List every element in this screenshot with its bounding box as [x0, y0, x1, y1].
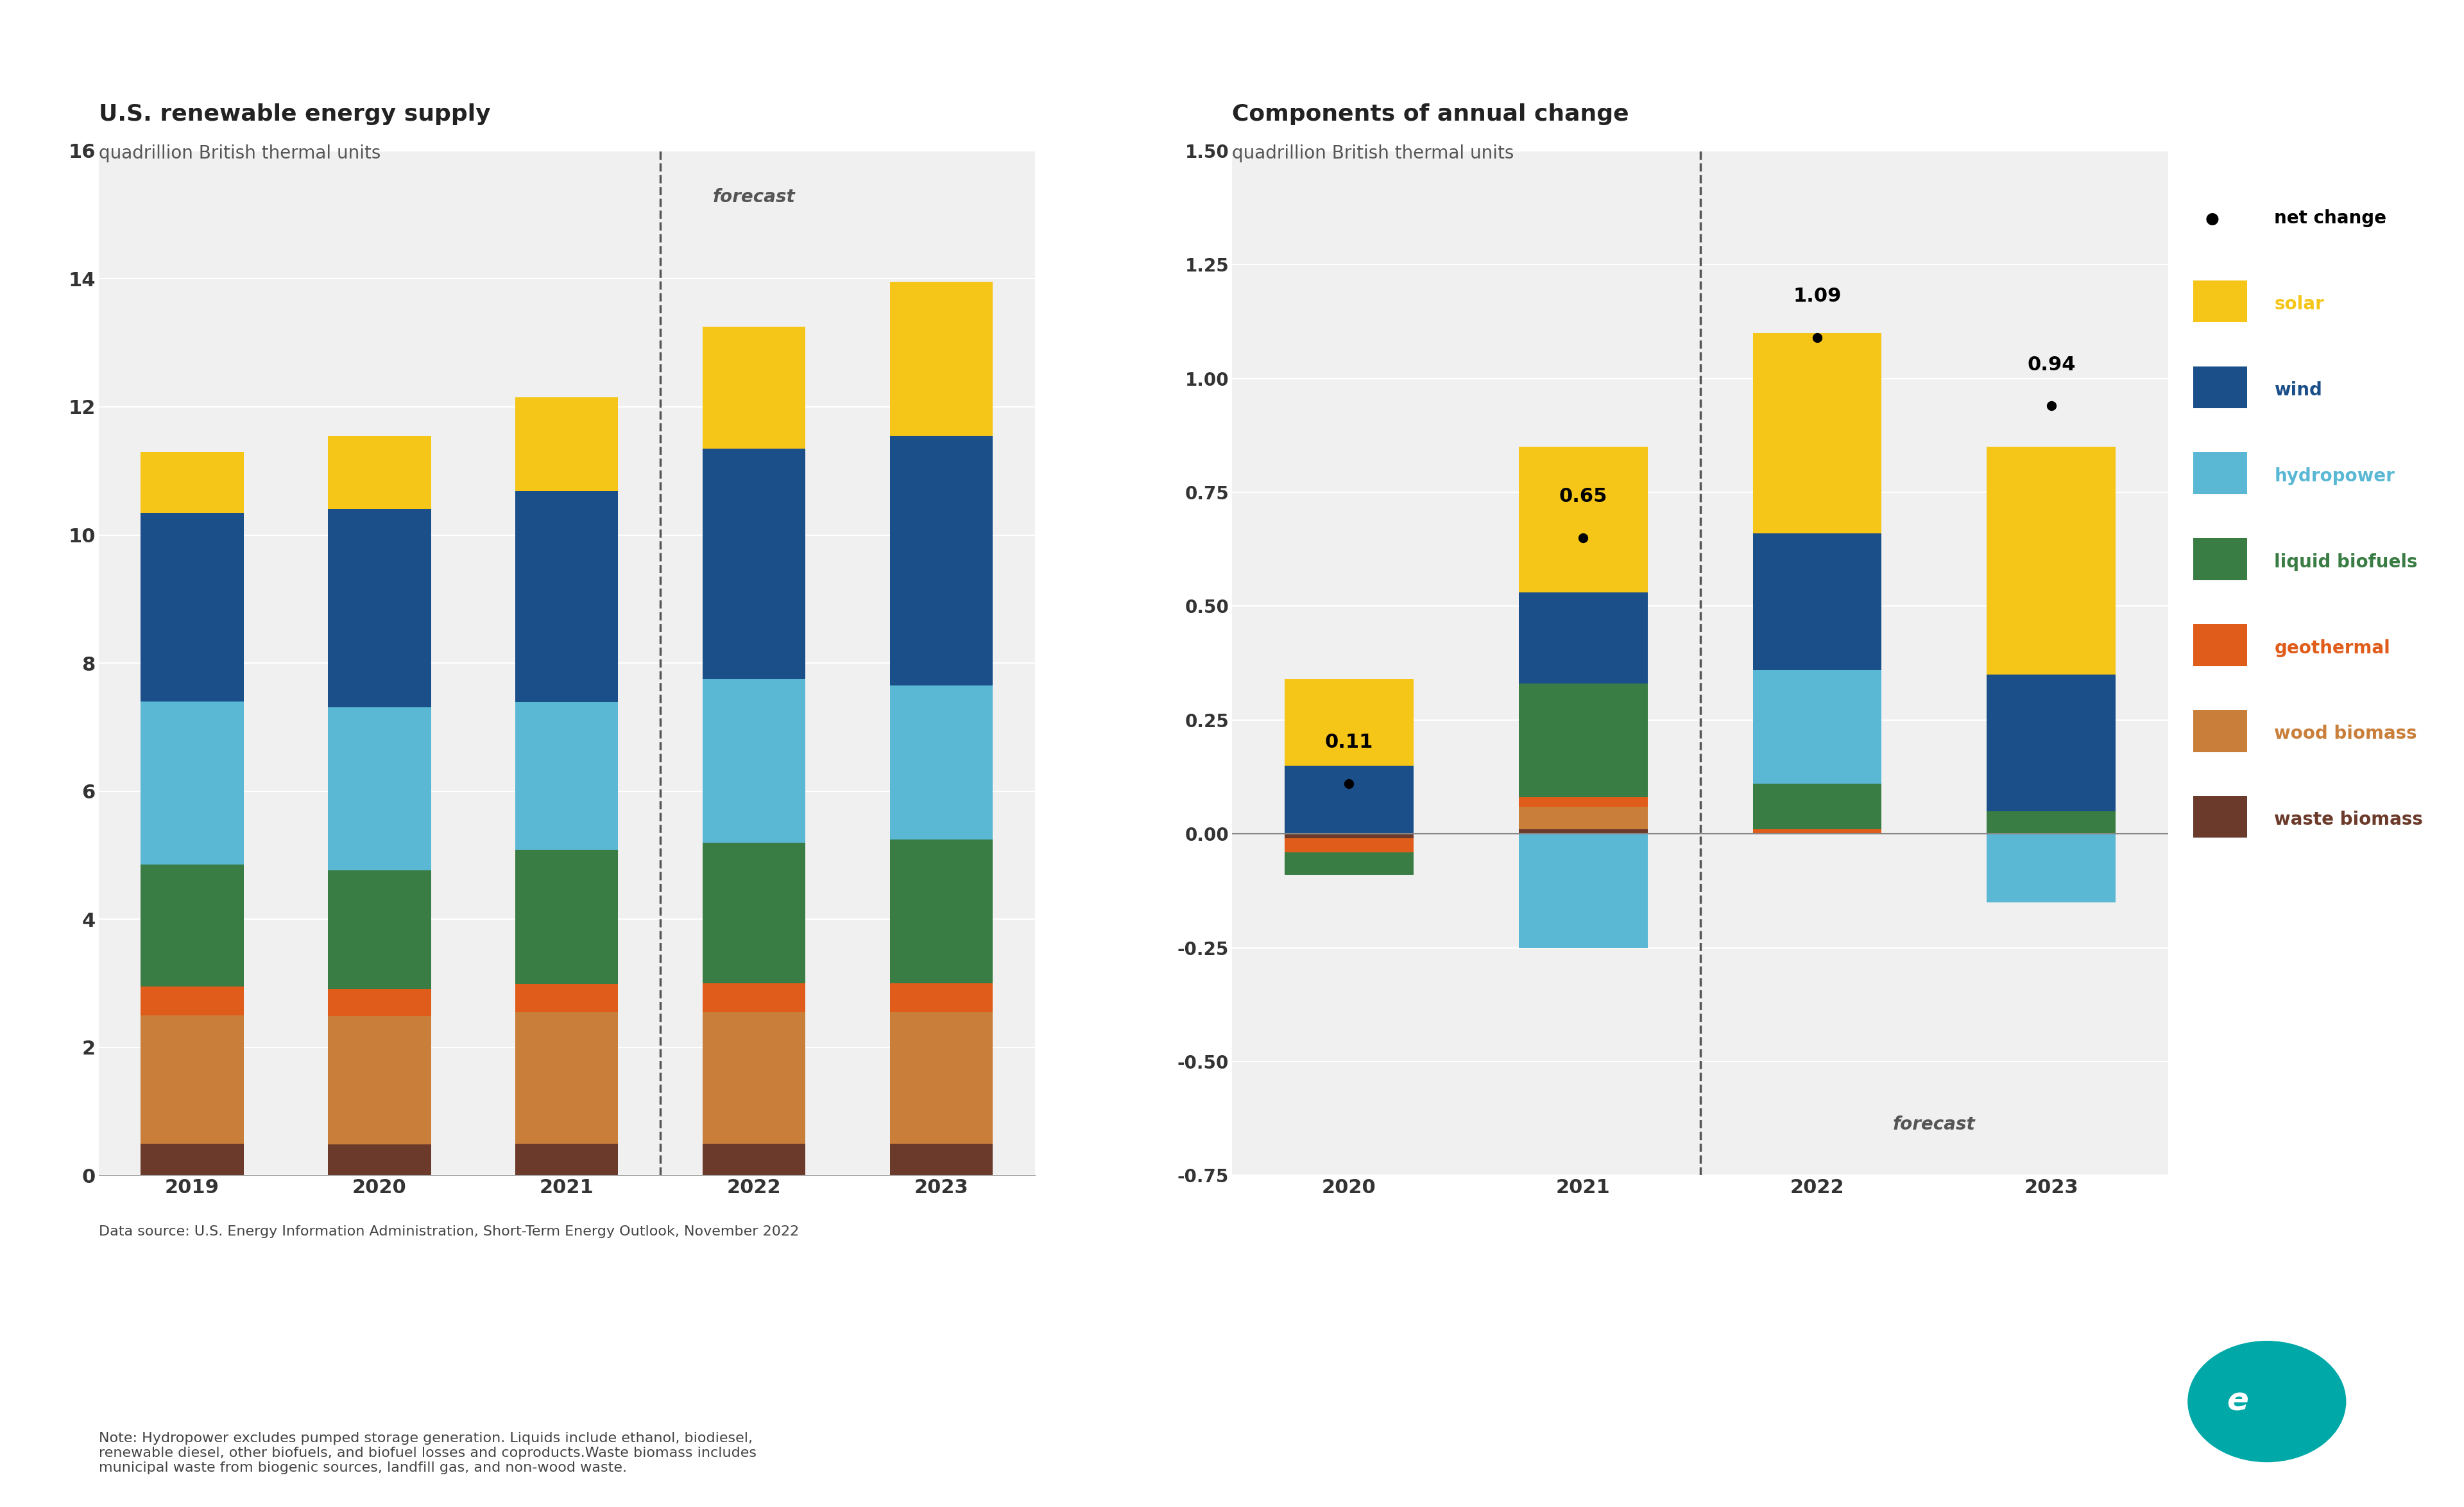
Bar: [140, 512, 244, 701]
Bar: [1518, 446, 1648, 592]
Bar: [328, 989, 431, 1016]
Text: 1.09: 1.09: [1794, 286, 1841, 306]
Bar: [1518, 592, 1648, 684]
Text: forecast: forecast: [712, 188, 796, 206]
Bar: [515, 1013, 618, 1144]
Bar: [890, 686, 993, 839]
Bar: [328, 509, 431, 707]
Text: quadrillion British thermal units: quadrillion British thermal units: [1232, 145, 1513, 163]
Bar: [1518, 829, 1648, 833]
Bar: [1752, 671, 1882, 784]
Bar: [890, 983, 993, 1013]
Bar: [1752, 784, 1882, 829]
Text: solar: solar: [2274, 295, 2324, 313]
Bar: [1518, 797, 1648, 806]
Bar: [328, 871, 431, 989]
Bar: [1284, 833, 1414, 838]
Bar: [702, 1144, 806, 1175]
Text: 0.11: 0.11: [1326, 734, 1372, 752]
Bar: [1986, 675, 2117, 811]
Bar: [515, 984, 618, 1013]
Bar: [702, 1013, 806, 1144]
Text: liquid biofuels: liquid biofuels: [2274, 553, 2417, 571]
Bar: [702, 983, 806, 1013]
Text: ●: ●: [2205, 211, 2220, 226]
Bar: [890, 839, 993, 983]
Bar: [702, 842, 806, 983]
Bar: [1752, 533, 1882, 671]
Text: Components of annual change: Components of annual change: [1232, 104, 1629, 125]
Text: hydropower: hydropower: [2274, 467, 2395, 485]
Bar: [1752, 829, 1882, 833]
Bar: [1518, 833, 1648, 948]
Bar: [702, 449, 806, 680]
Text: net change: net change: [2274, 209, 2388, 228]
Bar: [702, 680, 806, 842]
Bar: [140, 1016, 244, 1144]
Bar: [328, 1016, 431, 1144]
Text: Note: Hydropower excludes pumped storage generation. Liquids include ethanol, bi: Note: Hydropower excludes pumped storage…: [99, 1432, 756, 1474]
Bar: [1518, 806, 1648, 829]
Bar: [515, 702, 618, 850]
Text: wind: wind: [2274, 381, 2321, 399]
Bar: [1518, 684, 1648, 797]
Text: 0.65: 0.65: [1560, 487, 1607, 506]
Bar: [1986, 446, 2117, 675]
Bar: [328, 1144, 431, 1175]
Text: e: e: [2227, 1386, 2247, 1417]
Bar: [1284, 766, 1414, 833]
Bar: [140, 987, 244, 1016]
Bar: [890, 436, 993, 686]
Bar: [328, 436, 431, 509]
Bar: [890, 1144, 993, 1175]
Bar: [515, 850, 618, 984]
Bar: [515, 1144, 618, 1175]
Text: wood biomass: wood biomass: [2274, 725, 2417, 743]
Text: U.S. renewable energy supply: U.S. renewable energy supply: [99, 104, 490, 125]
Text: quadrillion British thermal units: quadrillion British thermal units: [99, 145, 379, 163]
Bar: [140, 452, 244, 512]
Text: 0.94: 0.94: [2028, 356, 2075, 374]
Bar: [1986, 811, 2117, 833]
Bar: [515, 491, 618, 702]
Circle shape: [2188, 1341, 2346, 1462]
Text: forecast: forecast: [1892, 1115, 1976, 1133]
Text: ia: ia: [2296, 1389, 2324, 1414]
Bar: [328, 707, 431, 871]
Text: Data source: U.S. Energy Information Administration, Short-Term Energy Outlook, : Data source: U.S. Energy Information Adm…: [99, 1225, 798, 1239]
Bar: [890, 1013, 993, 1144]
Bar: [140, 865, 244, 987]
Bar: [702, 327, 806, 449]
Text: waste biomass: waste biomass: [2274, 811, 2422, 829]
Text: geothermal: geothermal: [2274, 639, 2390, 657]
Bar: [515, 398, 618, 491]
Bar: [1284, 851, 1414, 876]
Bar: [1986, 833, 2117, 903]
Bar: [1752, 333, 1882, 533]
Bar: [140, 701, 244, 865]
Bar: [140, 1144, 244, 1175]
Bar: [890, 282, 993, 436]
Bar: [1284, 680, 1414, 766]
Bar: [1284, 838, 1414, 851]
